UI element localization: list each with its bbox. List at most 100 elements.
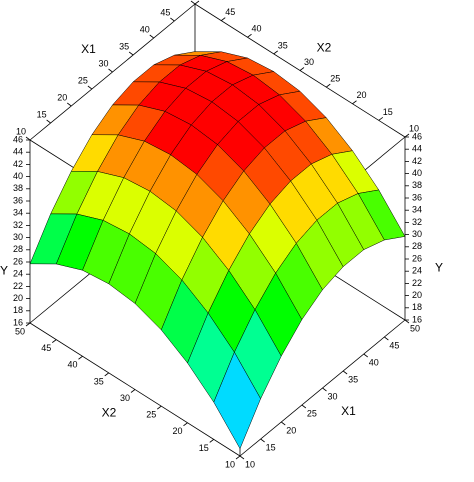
x1-tick-label: 10	[245, 459, 255, 469]
x1-tick	[149, 34, 154, 39]
z-tick-label: 46	[13, 134, 23, 144]
z-tick-label: 30	[13, 232, 23, 242]
x1-tick	[87, 85, 93, 90]
x2-tick	[221, 17, 226, 21]
x2-tick	[247, 33, 252, 38]
x2-tick	[130, 389, 136, 393]
z-tick-label: 36	[13, 195, 23, 205]
x1-tick	[239, 455, 245, 460]
x2-axis-title: X2	[317, 41, 332, 55]
z-tick-label: 22	[13, 281, 23, 291]
x1-tick	[190, 0, 196, 5]
x2-tick	[235, 455, 241, 460]
x2-tick-label: 35	[278, 40, 288, 50]
x2-tick-label: 45	[225, 7, 235, 17]
x2-tick	[183, 422, 188, 427]
x2-tick-label: 40	[251, 24, 261, 34]
x2-tick	[326, 83, 331, 88]
x1-tick-label: 30	[327, 391, 337, 401]
x1-tick-label: 45	[160, 7, 170, 17]
x1-axis-title: X1	[81, 42, 96, 56]
x1-tick	[170, 17, 175, 22]
x2-tick	[157, 405, 162, 410]
x2-tick	[209, 439, 214, 443]
z-tick-label: 24	[13, 269, 23, 279]
x2-tick	[352, 100, 357, 105]
x1-tick	[322, 387, 327, 392]
z-tick-label: 46	[412, 131, 422, 141]
x2-tick-label: 30	[304, 57, 314, 67]
z-tick-label: 38	[412, 180, 422, 190]
z-tick-label: 40	[13, 171, 23, 181]
x1-tick	[67, 102, 72, 107]
x1-tick-label: 40	[140, 24, 150, 34]
z-tick-label: 44	[13, 147, 23, 157]
surface-cell	[213, 351, 261, 450]
z-tick-label: 42	[412, 156, 422, 166]
z-axis-title: Y	[0, 264, 8, 278]
x1-tick	[108, 68, 113, 73]
x2-tick	[78, 355, 83, 360]
x1-tick	[25, 136, 31, 141]
x2-tick-label: 45	[41, 343, 51, 353]
x1-tick	[363, 353, 368, 358]
z-tick-label: 18	[13, 305, 23, 315]
x1-tick-label: 35	[348, 374, 358, 384]
z-tick-label: 22	[412, 278, 422, 288]
x1-tick	[281, 421, 286, 426]
x2-axis-title: X2	[102, 406, 117, 420]
x2-tick	[194, 0, 200, 5]
x1-tick	[384, 336, 389, 341]
x2-tick	[378, 117, 383, 121]
z-axis-title: Y	[435, 261, 443, 275]
x2-tick-label: 10	[225, 459, 235, 469]
x2-tick	[104, 372, 109, 377]
x2-tick	[25, 322, 31, 327]
z-tick-label: 44	[412, 144, 422, 154]
x1-tick	[128, 51, 134, 56]
z-tick-label: 16	[13, 317, 23, 327]
x2-tick-label: 20	[356, 90, 366, 100]
x2-tick	[52, 339, 57, 343]
x1-tick-label: 25	[307, 408, 317, 418]
x1-axis-title: X1	[341, 404, 356, 418]
x2-tick-label: 30	[120, 393, 130, 403]
x2-tick-label: 20	[172, 426, 182, 436]
x1-tick-label: 30	[98, 58, 108, 68]
x1-tick-label: 20	[286, 425, 296, 435]
x1-tick-label: 15	[37, 109, 47, 119]
x1-tick	[342, 370, 348, 375]
z-tick-label: 34	[412, 205, 422, 215]
x1-tick-label: 35	[119, 41, 129, 51]
x2-tick-label: 10	[409, 123, 419, 133]
x1-tick	[301, 404, 307, 409]
x1-tick	[404, 319, 410, 324]
z-tick-label: 28	[13, 244, 23, 254]
z-tick-label: 20	[13, 293, 23, 303]
x2-tick	[273, 50, 278, 55]
x1-tick-label: 15	[266, 442, 276, 452]
x1-tick-label: 25	[78, 75, 88, 85]
z-tick-label: 20	[412, 290, 422, 300]
z-tick-label: 38	[13, 183, 23, 193]
z-tick-label: 40	[412, 168, 422, 178]
z-tick-label: 18	[412, 302, 422, 312]
z-tick-label: 36	[412, 192, 422, 202]
x1-tick-label: 40	[369, 357, 379, 367]
x2-tick-label: 15	[383, 107, 393, 117]
z-tick-label: 42	[13, 159, 23, 169]
z-tick-label: 34	[13, 208, 23, 218]
x2-tick-label: 35	[94, 376, 104, 386]
z-tick-label: 24	[412, 266, 422, 276]
x2-tick-label: 15	[199, 443, 209, 453]
z-tick-label: 26	[13, 256, 23, 266]
z-tick-label: 32	[13, 220, 23, 230]
z-tick-label: 26	[412, 253, 422, 263]
z-tick-label: 28	[412, 241, 422, 251]
x2-tick	[404, 133, 410, 138]
x2-tick-label: 25	[146, 410, 156, 420]
x2-tick	[299, 67, 305, 71]
x2-tick-label: 40	[67, 360, 77, 370]
x1-tick	[46, 119, 51, 124]
